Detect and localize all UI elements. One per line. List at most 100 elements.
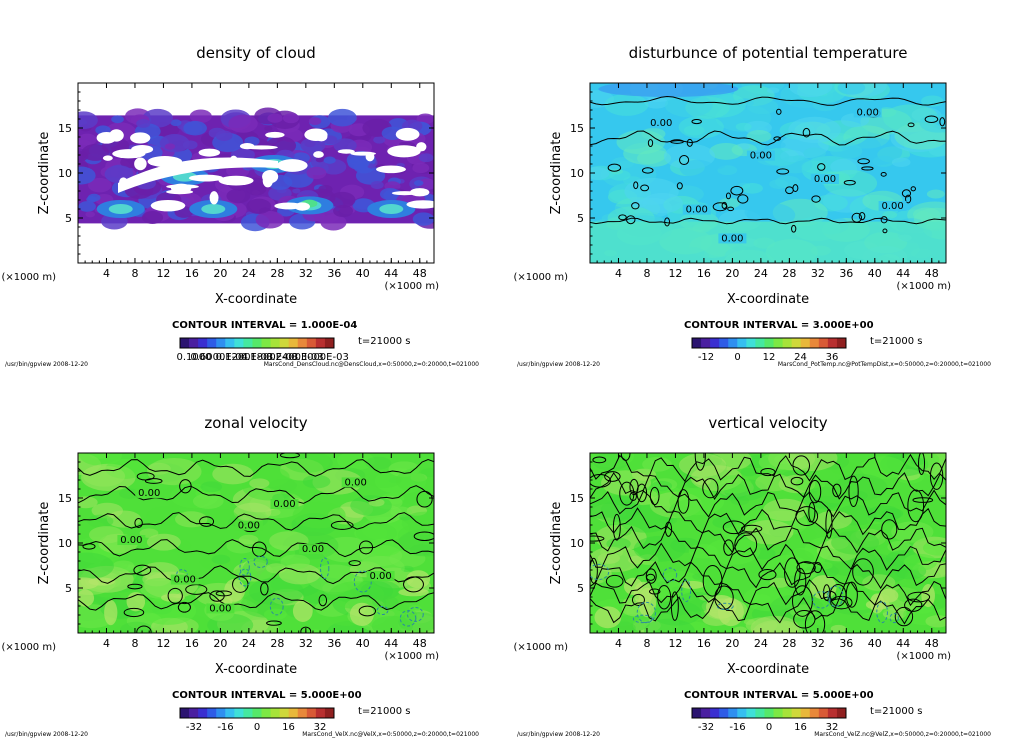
contour-ring-dashed — [662, 567, 678, 582]
field-patch — [683, 125, 705, 136]
field-patch — [903, 553, 938, 571]
cloud-gap — [188, 174, 224, 182]
contour-ring — [795, 506, 819, 527]
colorbar-segment — [252, 708, 263, 718]
cloud-gap — [166, 184, 199, 189]
cloud-blob — [306, 166, 327, 180]
y-axis-label: Z-coordinate — [37, 132, 52, 215]
contour-line — [78, 539, 434, 558]
field-patch — [592, 453, 629, 471]
field-patch — [837, 83, 866, 95]
field-layer — [590, 453, 946, 633]
field-patch — [594, 606, 622, 629]
cloud-gap — [337, 149, 355, 154]
contour-ring — [830, 595, 853, 610]
contour-ring — [646, 573, 656, 581]
field-patch — [741, 182, 763, 194]
colorbar-segment — [818, 708, 829, 718]
x-tick-label: 40 — [356, 637, 370, 650]
colorbar-segment — [306, 338, 317, 348]
field-patch — [119, 488, 140, 499]
contour-label: 0.00 — [302, 544, 324, 555]
colorbar-label: -32 — [698, 722, 714, 733]
colorbar-segment — [827, 708, 838, 718]
time-label: t=21000 s — [358, 336, 411, 347]
cloud-gap — [406, 200, 434, 209]
cloud-gap — [130, 132, 151, 144]
colorbar-segment — [746, 708, 756, 718]
field-patch — [312, 469, 363, 495]
contour-label-bg — [298, 544, 327, 554]
x-tick-label: 32 — [299, 267, 313, 280]
x-tick-label: 28 — [270, 267, 284, 280]
colorbar-segment — [692, 338, 702, 348]
colorbar-segment — [243, 338, 253, 348]
cloud-blob — [367, 163, 376, 169]
contour-ring — [808, 501, 816, 523]
footer-left: /usr/bin/gpview 2008-12-20 — [517, 361, 600, 368]
contour-line — [78, 565, 434, 585]
contour-ring — [629, 491, 637, 502]
x-unit-label: (×1000 m) — [896, 281, 951, 292]
contour-ring-dashed — [876, 601, 888, 624]
colorbar-segment — [764, 338, 775, 348]
field-patch — [922, 540, 946, 556]
contour-label-bg — [853, 107, 882, 118]
y-axis: 5 10 15 Z-coordinate — [549, 461, 946, 625]
cloud-gap — [315, 131, 328, 142]
x-tick-label: 24 — [242, 267, 256, 280]
field-patch — [788, 116, 841, 143]
panel-title: density of cloud — [196, 44, 316, 62]
colorbar-segment — [234, 338, 244, 348]
contour-line — [590, 507, 946, 536]
field-patch — [398, 513, 412, 521]
x-axis-label: X-coordinate — [215, 292, 297, 307]
colorbar-segment — [324, 708, 335, 718]
contour-ring — [858, 212, 866, 221]
colorbar-label: 16 — [794, 722, 807, 733]
contour-ring — [413, 531, 434, 541]
field-patch — [238, 534, 259, 545]
field-patch — [372, 595, 399, 609]
contour-ring — [723, 539, 734, 556]
field-patch — [830, 143, 863, 160]
colorbar-segment — [836, 708, 847, 718]
colorbar-segment — [710, 708, 720, 718]
y-tick-label: 15 — [570, 492, 584, 505]
contour-ring — [330, 520, 354, 530]
field-patch — [147, 458, 202, 486]
cloud-blob — [412, 212, 434, 226]
contour-label-bg — [746, 150, 775, 161]
colorbar-label: -12 — [698, 352, 714, 363]
colorbar: CONTOUR INTERVAL = 3.000E+00 t=21000 s -12… — [684, 320, 923, 363]
colorbar-label: 36 — [826, 352, 839, 363]
colorbar-label: 12 — [763, 352, 776, 363]
colorbar-segment — [764, 708, 775, 718]
field-patch — [862, 574, 896, 591]
contour-ring — [817, 163, 826, 171]
cloud-blob — [412, 162, 430, 174]
cloud-gap — [376, 165, 406, 174]
contour-ring-dashed — [590, 563, 610, 580]
contour-ring — [348, 560, 361, 567]
cloud-gap — [294, 202, 310, 211]
field-patch — [78, 552, 114, 580]
colorbar-segment — [207, 708, 217, 718]
field-patch — [746, 129, 772, 143]
cloud-gap — [134, 157, 147, 171]
contour-ring — [266, 620, 282, 626]
contour-ring — [127, 583, 143, 590]
contour-ring — [910, 186, 916, 192]
cloud-blob — [323, 156, 336, 164]
contour-ring — [260, 582, 269, 596]
contour-ring — [631, 202, 640, 210]
cloud-blob — [333, 204, 354, 218]
contour-label: 0.00 — [174, 575, 196, 586]
field-patch — [598, 83, 739, 97]
x-tick-label: 20 — [725, 637, 739, 650]
field-patch — [746, 98, 779, 115]
colorbar-label: 32 — [314, 722, 327, 733]
contour-ring — [590, 474, 612, 488]
cloud-blob — [81, 144, 110, 161]
